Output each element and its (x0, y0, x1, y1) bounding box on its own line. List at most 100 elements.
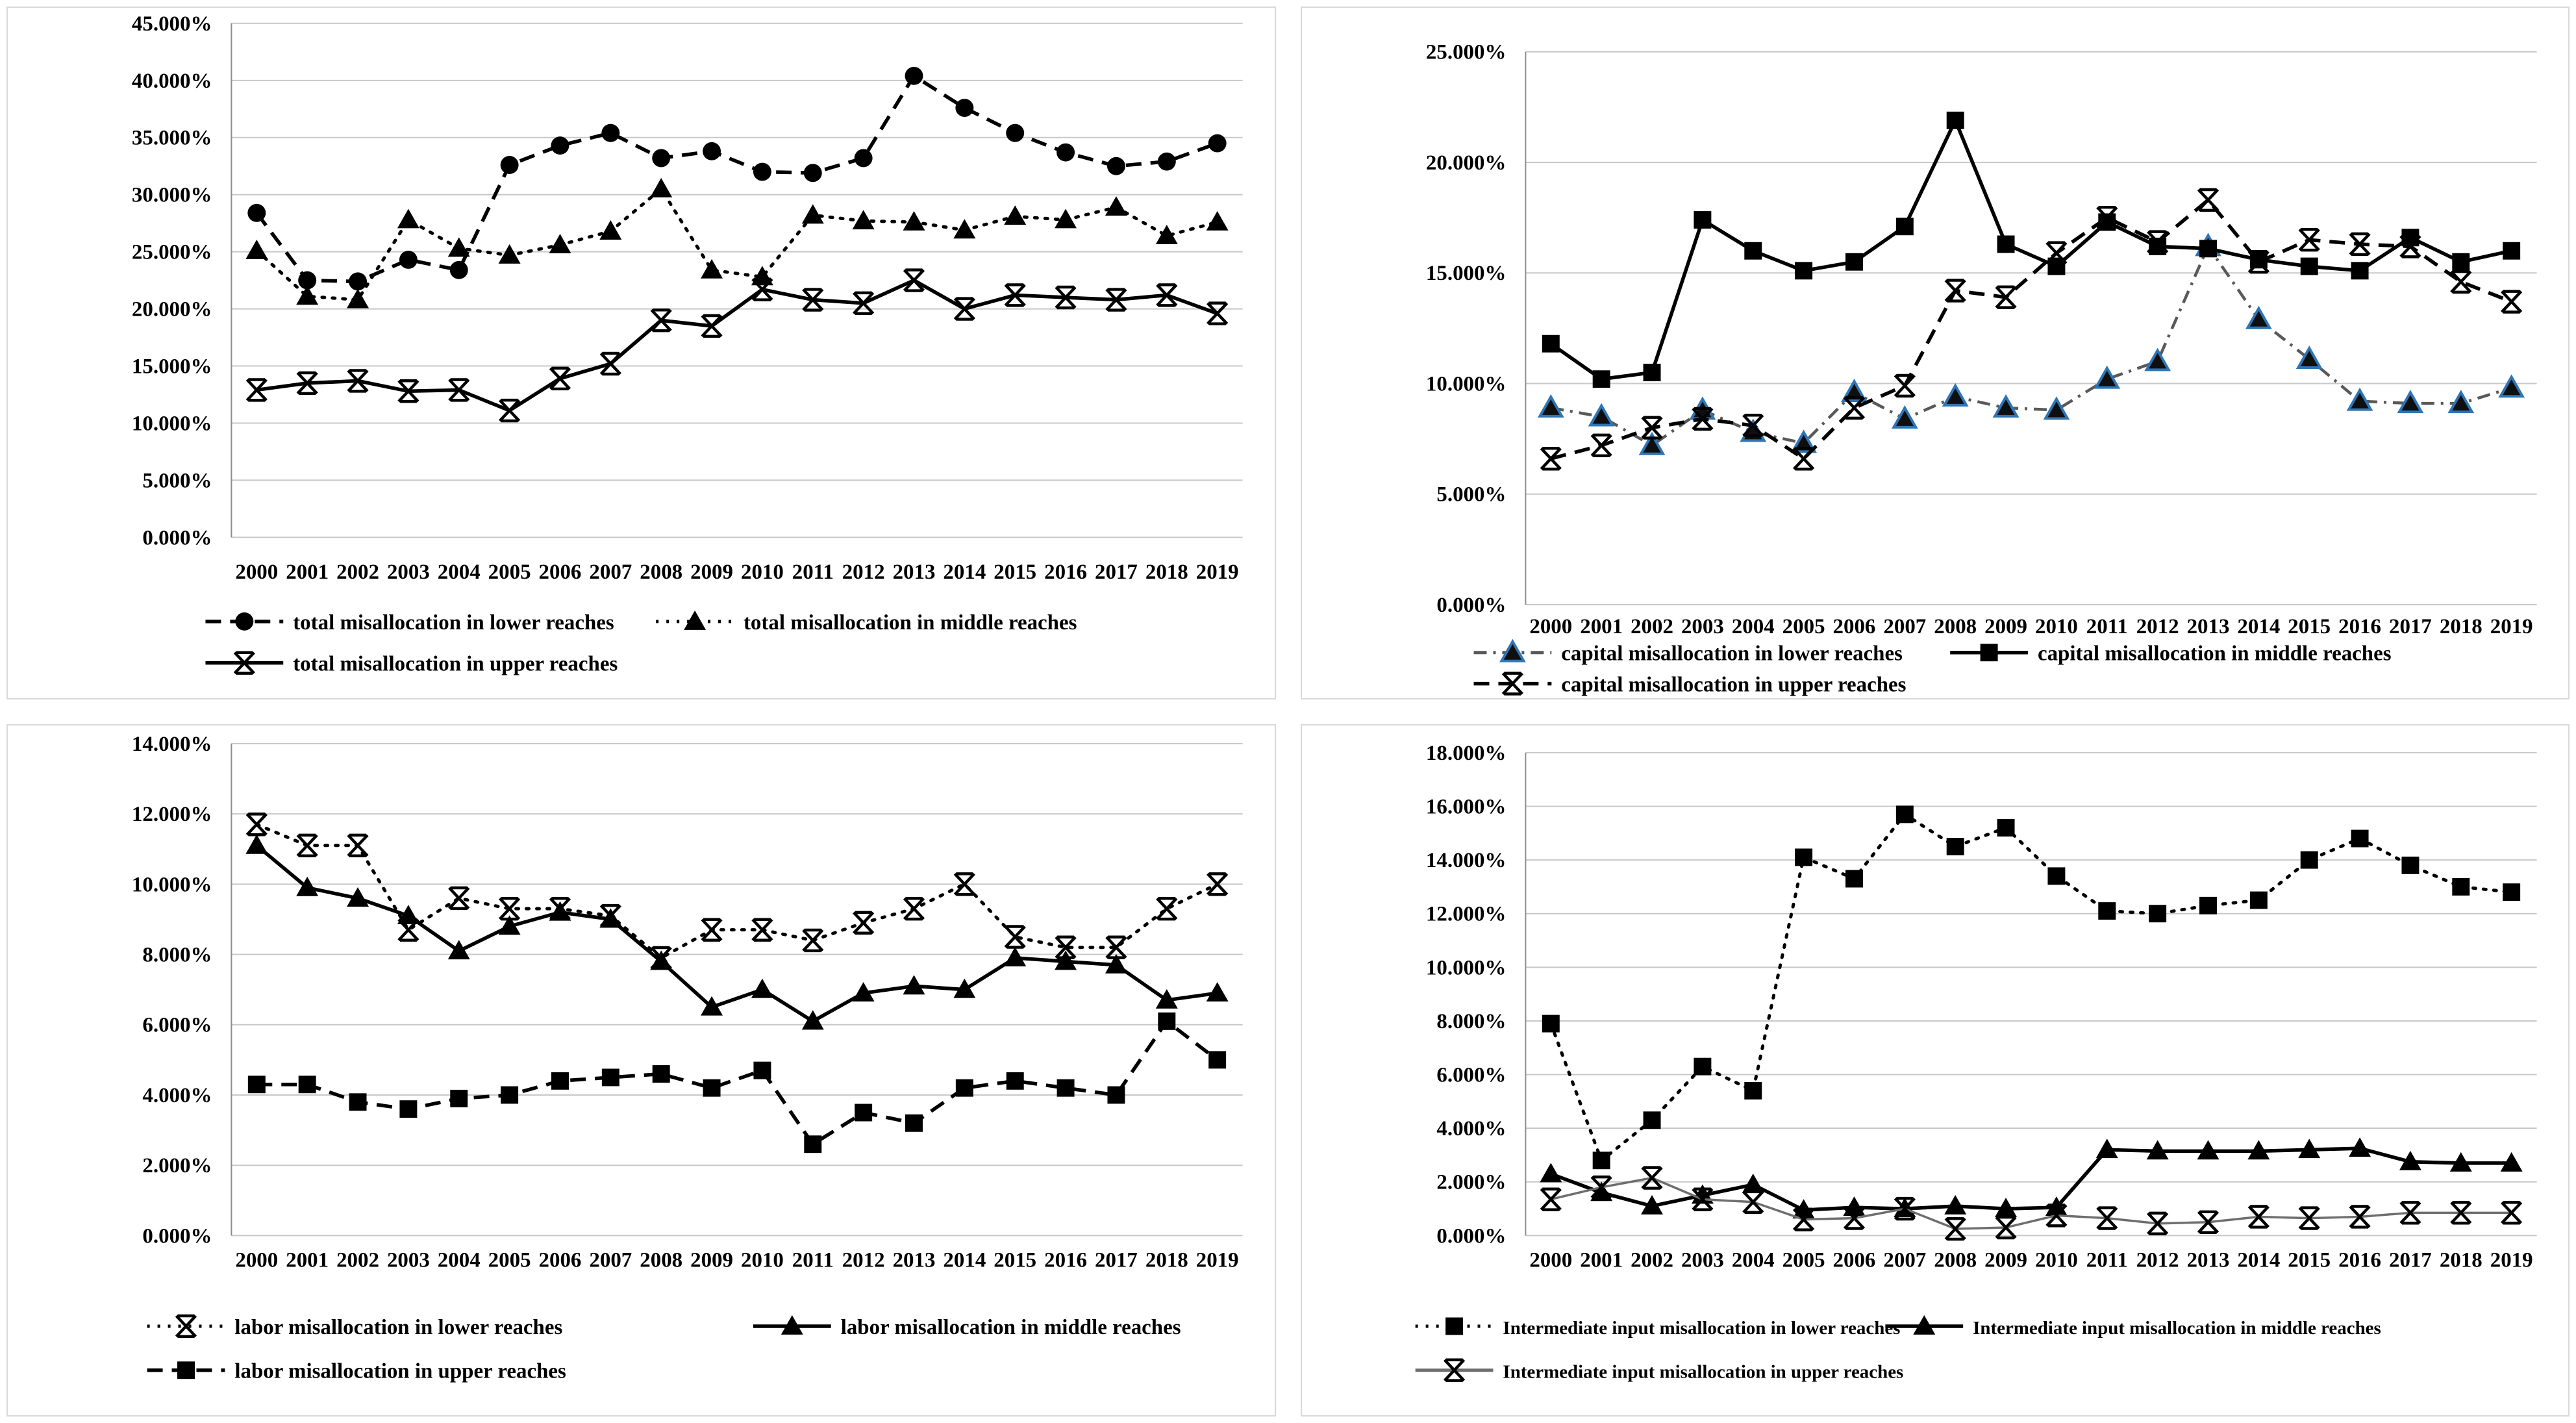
series-line (255, 844, 1218, 1024)
star-marker (1055, 935, 1077, 959)
circle-marker (551, 136, 569, 155)
legend-item: labor misallocation in middle reaches (753, 1315, 1181, 1339)
circle-marker (1057, 143, 1075, 162)
star-marker (1207, 872, 1229, 896)
square-marker (1542, 1014, 1560, 1033)
x-axis-year-label: 2008 (1934, 1248, 1977, 1272)
star-marker (2348, 1204, 2371, 1229)
y-axis-tick-label: 6.000% (1436, 1063, 1506, 1087)
circle-marker (235, 612, 254, 631)
y-axis-tick-label: 12.000% (132, 803, 212, 826)
triangle-marker (852, 210, 875, 230)
star-marker (2197, 1210, 2219, 1234)
x-axis-year-label: 2011 (2086, 1248, 2127, 1272)
x-axis-year-label: 2017 (2389, 1248, 2432, 1272)
x-axis-year-label: 2018 (1145, 1248, 1188, 1272)
x-axis-year-label: 2003 (387, 1248, 430, 1272)
circle-marker (854, 149, 873, 168)
triangle-marker (447, 237, 470, 257)
x-axis-year-label: 2016 (1044, 560, 1087, 584)
y-axis-tick-label: 14.000% (132, 732, 212, 755)
star-marker (853, 911, 875, 935)
star-marker (2247, 250, 2270, 274)
square-marker (1643, 1111, 1661, 1129)
circle-marker (703, 142, 721, 160)
star-marker (2095, 1205, 2118, 1230)
square-marker (1208, 1050, 1227, 1068)
square-marker (1057, 1079, 1075, 1097)
square-marker (2199, 240, 2217, 258)
legend-label: total misallocation in middle reaches (744, 611, 1077, 635)
star-marker (2500, 1200, 2522, 1224)
triangle-marker (2197, 1139, 2219, 1159)
triangle-marker (599, 220, 622, 240)
star-marker (953, 297, 975, 321)
star-marker (2449, 1200, 2471, 1224)
circle-marker (905, 66, 923, 85)
legend-label: labor misallocation in middle reaches (841, 1315, 1181, 1339)
x-axis-year-label: 2006 (1832, 1248, 1875, 1272)
star-marker (175, 1314, 197, 1338)
legend-item: total misallocation in lower reaches (205, 611, 614, 635)
star-marker (2399, 234, 2421, 258)
triangle-marker (1055, 950, 1077, 970)
triangle-marker (1942, 383, 1969, 407)
x-axis-year-label: 2007 (1883, 615, 1926, 638)
star-marker (2045, 241, 2068, 265)
triangle-marker (781, 1315, 803, 1335)
square-marker (1693, 211, 1711, 229)
x-axis-year-label: 2012 (842, 1248, 885, 1272)
x-axis-year-label: 2019 (1196, 1248, 1239, 1272)
x-axis-year-label: 2011 (792, 560, 834, 584)
star-marker (1004, 283, 1026, 307)
x-axis-year-label: 2004 (438, 1248, 481, 1272)
star-marker (1443, 1358, 1465, 1382)
triangle-marker (1155, 225, 1178, 244)
square-marker (1744, 1081, 1762, 1100)
y-axis-tick-label: 15.000% (1425, 262, 1505, 285)
triangle-marker (1155, 989, 1178, 1009)
triangle-marker (1994, 1197, 2017, 1217)
triangle-marker (701, 996, 723, 1016)
triangle-marker (1206, 210, 1229, 231)
triangle-marker (2348, 1137, 2371, 1157)
star-marker (1156, 896, 1178, 920)
legend-item: Intermediate input misallocation in midd… (1884, 1315, 2381, 1338)
x-axis-year-label: 2017 (2389, 615, 2432, 638)
star-marker (1792, 1207, 1814, 1231)
star-marker (397, 379, 419, 403)
square-marker (2300, 851, 2318, 869)
x-axis-year-label: 2019 (2490, 615, 2532, 638)
legend-label: Intermediate input misallocation in lowe… (1503, 1317, 1900, 1338)
star-marker (245, 812, 268, 837)
y-axis-tick-label: 40.000% (132, 69, 212, 93)
triangle-marker (447, 939, 470, 959)
square-marker (601, 1068, 619, 1086)
legend-label: total misallocation in upper reaches (293, 653, 618, 676)
x-axis-year-label: 2003 (1681, 1248, 1723, 1272)
square-marker (1895, 218, 1914, 236)
legend-item: Intermediate input misallocation in lowe… (1415, 1316, 1900, 1338)
square-marker (177, 1361, 195, 1379)
circle-marker (601, 123, 620, 142)
x-axis-year-label: 2009 (1984, 1248, 2027, 1272)
star-marker (599, 351, 621, 376)
x-axis-year-label: 2004 (1731, 615, 1774, 638)
star-marker (1792, 447, 1814, 471)
star-marker (1640, 1165, 1663, 1190)
x-axis-year-label: 2018 (1145, 560, 1188, 584)
x-axis-year-label: 2004 (1731, 1248, 1774, 1272)
legend-item: total misallocation in upper reaches (205, 651, 618, 676)
x-axis-year-label: 2005 (1782, 615, 1825, 638)
x-axis-year-label: 2006 (1832, 615, 1875, 638)
star-marker (233, 651, 255, 675)
triangle-marker (650, 177, 673, 197)
x-axis-year-label: 2016 (2338, 615, 2381, 638)
panel-labor-misallocation: 0.000% 2.000% 4.000% 6.000% 8.000% 10.000% 12.… (6, 724, 1276, 1417)
star-marker (2045, 1203, 2068, 1228)
triangle-marker (1588, 403, 1615, 427)
x-axis-year-label: 2002 (336, 560, 379, 584)
star-marker (1156, 283, 1178, 307)
y-axis-tick-label: 5.000% (142, 469, 212, 492)
x-axis-year-label: 2010 (741, 560, 784, 584)
